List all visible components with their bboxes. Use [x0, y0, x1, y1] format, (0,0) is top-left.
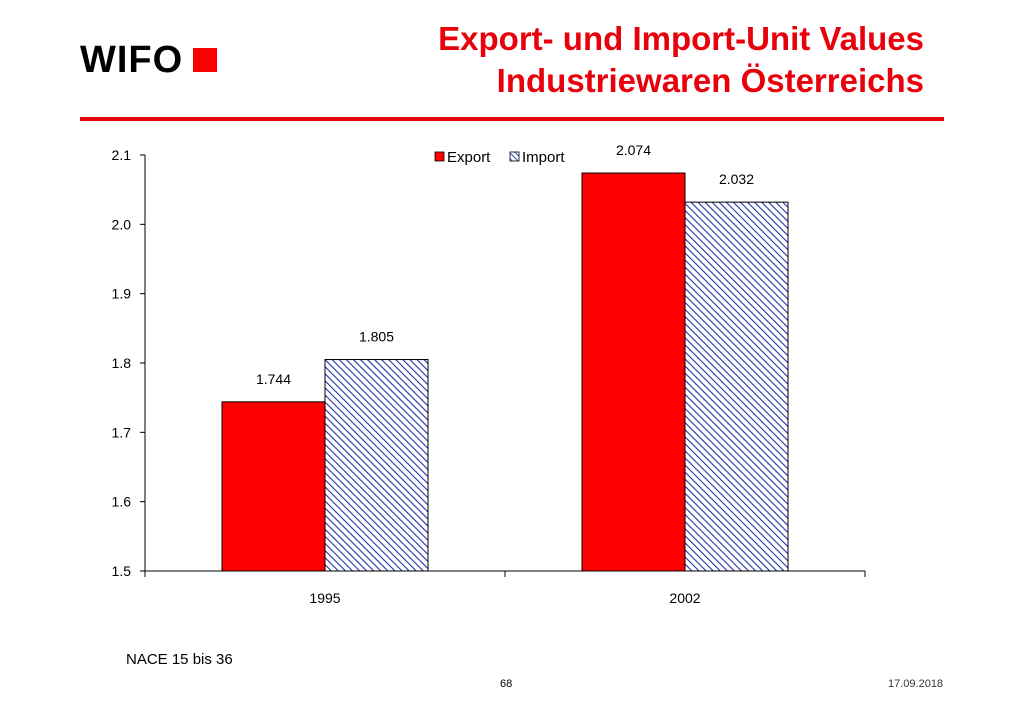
y-tick-label: 1.5: [112, 563, 132, 579]
page-number: 68: [500, 678, 513, 690]
data-label-export-2002: 2.074: [616, 142, 651, 158]
date-stamp: 17.09.2018: [888, 678, 944, 690]
legend-swatch-export: [434, 151, 445, 162]
y-tick-label: 1.6: [112, 494, 132, 510]
legend-label-export: Export: [447, 149, 491, 166]
page-title: Export- und Import-Unit Values Industrie…: [284, 18, 924, 102]
logo-square-icon: [193, 48, 218, 72]
title-divider: [80, 117, 944, 121]
y-tick-label: 2.0: [112, 216, 132, 232]
y-tick-label: 1.7: [112, 424, 132, 440]
footnote: NACE 15 bis 36: [126, 651, 233, 668]
x-tick-label: 2002: [669, 590, 700, 606]
y-tick-label: 1.9: [112, 286, 132, 302]
y-tick-label: 1.8: [112, 355, 132, 371]
bar-import-2002: [684, 201, 789, 572]
bar-import-1995: [324, 359, 429, 572]
data-label-export-1995: 1.744: [256, 371, 291, 387]
bar-export-1995: [221, 401, 326, 572]
logo-text: WIFO: [80, 39, 184, 81]
x-tick-label: 1995: [309, 590, 340, 606]
legend-swatch-import: [509, 151, 520, 162]
title-line-2: Industriewaren Österreichs: [496, 62, 924, 99]
wifo-logo: WIFO: [80, 38, 218, 82]
bar-export-2002: [581, 172, 686, 572]
data-label-import-2002: 2.032: [719, 171, 754, 187]
y-tick-label: 2.1: [112, 147, 132, 163]
legend-label-import: Import: [522, 149, 565, 166]
data-label-import-1995: 1.805: [359, 329, 394, 345]
title-line-1: Export- und Import-Unit Values: [438, 20, 924, 57]
